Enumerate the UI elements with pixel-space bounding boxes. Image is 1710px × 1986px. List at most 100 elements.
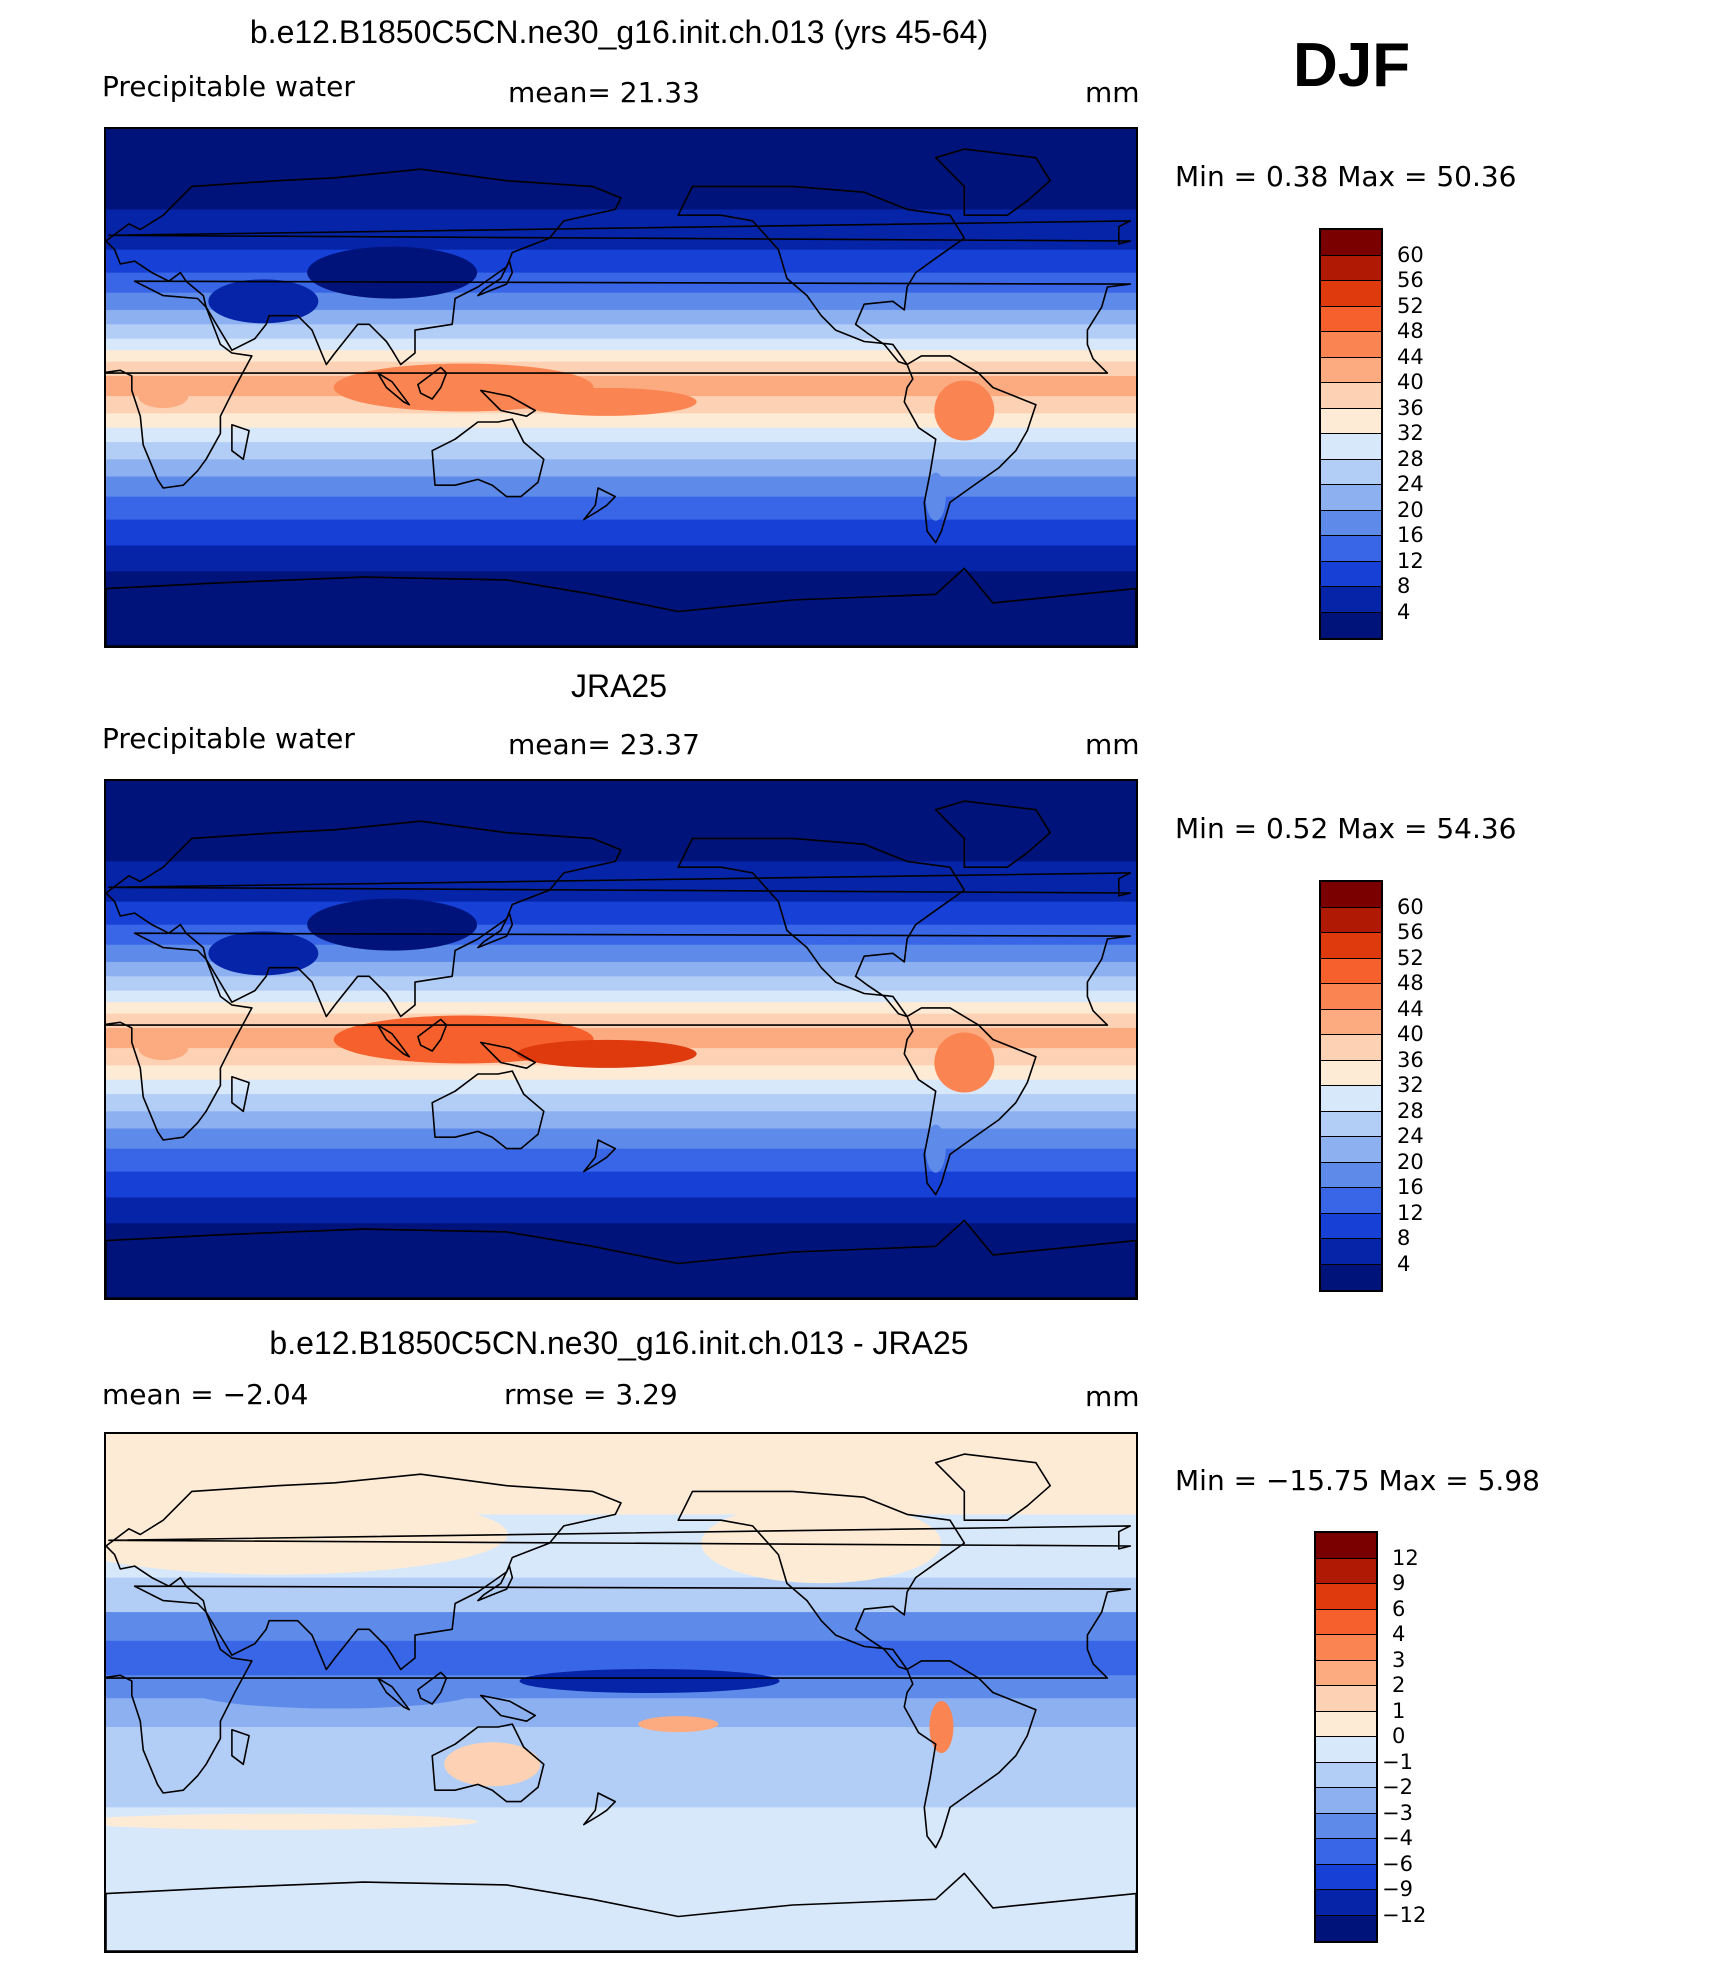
coastline-eurasia xyxy=(106,168,622,366)
field-band xyxy=(106,1223,1136,1298)
field-feature xyxy=(138,1036,189,1061)
coastline-borneo xyxy=(417,366,448,400)
coastline-greenland xyxy=(934,1453,1051,1521)
colorbar-level-label: 48 xyxy=(1397,319,1424,343)
colorbar-swatch xyxy=(1316,1584,1376,1610)
panel-1-mean-label: mean= 21.33 xyxy=(508,76,700,109)
field-feature xyxy=(516,387,697,416)
field-band xyxy=(106,1111,1136,1130)
colorbar-swatch xyxy=(1321,1111,1381,1137)
panel-3-colorbar xyxy=(1314,1531,1378,1943)
colorbar-swatch xyxy=(1316,1813,1376,1839)
field-band xyxy=(106,496,1136,521)
colorbar-level-label: 9 xyxy=(1392,1571,1406,1595)
field-band xyxy=(106,1171,1136,1198)
colorbar-level-label: −6 xyxy=(1382,1851,1413,1876)
field-band xyxy=(106,545,1136,572)
coastline-eurasia xyxy=(106,820,622,1018)
coastline-samerica xyxy=(903,1660,1037,1849)
colorbar-level-label: 12 xyxy=(1392,1545,1419,1570)
field-band xyxy=(106,901,1136,926)
coastline-australia xyxy=(431,418,545,498)
colorbar-level-label: 24 xyxy=(1397,472,1424,496)
coastline-namerica xyxy=(677,837,966,1018)
coastline-nz xyxy=(583,1139,617,1173)
field-band xyxy=(106,1128,1136,1150)
coastline-australia xyxy=(431,1723,545,1803)
colorbar-swatch xyxy=(1321,587,1381,613)
field-band xyxy=(106,961,1136,977)
coastline-sumatra xyxy=(377,1024,411,1058)
panel-2-unit: mm xyxy=(1085,728,1140,761)
coastline-madagascar xyxy=(231,1729,250,1766)
colorbar-swatch xyxy=(1316,1533,1376,1559)
panel-2-variable-label: Precipitable water xyxy=(102,722,355,755)
coastline-borneo xyxy=(417,1671,448,1705)
colorbar-level-label: 12 xyxy=(1397,548,1424,573)
colorbar-level-label: −2 xyxy=(1382,1775,1413,1799)
colorbar-swatch xyxy=(1321,383,1381,409)
colorbar-level-label: 4 xyxy=(1397,1251,1411,1276)
field-band xyxy=(106,976,1136,992)
season-label: DJF xyxy=(1293,31,1411,100)
colorbar-level-label: 60 xyxy=(1397,894,1424,919)
colorbar-swatch xyxy=(1321,536,1381,562)
panel-3-mean-label: mean = −2.04 xyxy=(102,1378,309,1411)
colorbar-swatch xyxy=(1321,1213,1381,1239)
coastline-greenland xyxy=(934,148,1051,216)
field-band xyxy=(106,459,1136,478)
field-band xyxy=(106,1013,1136,1029)
coastline-antarctica xyxy=(106,567,1136,646)
colorbar-level-label: 40 xyxy=(1397,1022,1424,1046)
colorbar-level-label: 1 xyxy=(1392,1698,1406,1723)
field-band xyxy=(106,309,1136,325)
field-band xyxy=(106,944,1136,963)
coastline-namerica xyxy=(677,1490,966,1671)
colorbar-swatch xyxy=(1321,561,1381,587)
field-feature xyxy=(519,1669,780,1694)
coastline-newguinea xyxy=(480,389,536,417)
coastline-nz xyxy=(583,1792,617,1826)
field-band xyxy=(106,571,1136,646)
coastline-uk xyxy=(108,1525,1132,1550)
colorbar-level-label: 16 xyxy=(1397,523,1424,547)
colorbar-level-label: 56 xyxy=(1397,268,1424,292)
colorbar-swatch xyxy=(1321,306,1381,332)
field-band xyxy=(106,1764,1136,1808)
field-band xyxy=(106,1612,1136,1642)
colorbar-swatch xyxy=(1316,1558,1376,1584)
panel-1-minmax: Min = 0.38 Max = 50.36 xyxy=(1175,160,1517,193)
coastline-uk xyxy=(108,872,1132,897)
field-band xyxy=(106,249,1136,274)
coastline-africa xyxy=(106,1585,1132,1794)
coastline-antarctica xyxy=(106,1219,1136,1298)
colorbar-level-label: 16 xyxy=(1397,1175,1424,1199)
coastline-japan xyxy=(477,1565,514,1602)
coastline-sumatra xyxy=(377,372,411,406)
coastline-eurasia xyxy=(106,1473,622,1671)
field-band xyxy=(106,1079,1136,1095)
colorbar-level-label: 2 xyxy=(1392,1673,1406,1697)
panel-2-title: JRA25 xyxy=(570,668,668,704)
colorbar-level-label: 4 xyxy=(1397,599,1411,624)
field-band xyxy=(106,1094,1136,1112)
colorbar-swatch xyxy=(1321,332,1381,358)
coastline-japan xyxy=(477,260,514,297)
colorbar-swatch xyxy=(1321,1188,1381,1214)
map-canvas xyxy=(106,1434,1136,1951)
field-band xyxy=(106,861,1136,903)
colorbar-level-label: 28 xyxy=(1397,446,1424,471)
panel-3-rmse-label: rmse = 3.29 xyxy=(504,1378,678,1411)
colorbar-level-label: 52 xyxy=(1397,945,1424,970)
field-feature xyxy=(934,1032,995,1093)
panel-1-map xyxy=(104,127,1138,648)
colorbar-swatch xyxy=(1316,1915,1376,1941)
coastline-newguinea xyxy=(480,1694,536,1722)
map-canvas xyxy=(106,129,1136,646)
colorbar-swatch xyxy=(1316,1890,1376,1916)
map-canvas xyxy=(106,781,1136,1298)
field-feature xyxy=(925,1124,946,1173)
coastline-borneo xyxy=(417,1018,448,1052)
colorbar-swatch xyxy=(1321,1264,1381,1290)
colorbar-level-label: 8 xyxy=(1397,1226,1411,1250)
